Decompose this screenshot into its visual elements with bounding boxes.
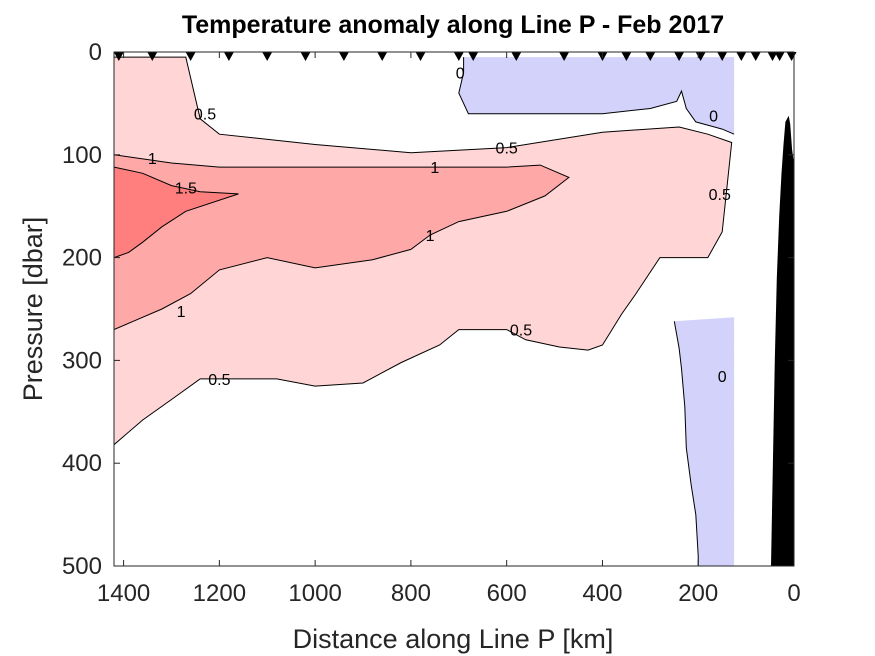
contour-line-0-top — [458, 57, 735, 135]
station-marker-3 — [223, 52, 234, 61]
x-tick-label-7: 0 — [787, 580, 800, 607]
station-marker-9 — [453, 52, 464, 61]
fill-anomaly-0.5 — [114, 57, 732, 445]
contour-line-1.5 — [114, 166, 239, 259]
contour-label-7: 1 — [426, 228, 435, 245]
x-tick-label-5: 400 — [582, 580, 622, 607]
x-tick-label-3: 800 — [391, 580, 431, 607]
station-marker-20 — [750, 52, 761, 61]
station-marker-4 — [262, 52, 273, 61]
station-marker-8 — [415, 52, 426, 61]
station-marker-18 — [717, 52, 728, 61]
station-marker-12 — [559, 52, 570, 61]
station-marker-6 — [338, 52, 349, 61]
y-tick-label-3: 300 — [62, 347, 102, 374]
y-axis-label: Pressure [dbar] — [18, 217, 48, 402]
station-marker-14 — [621, 52, 632, 61]
station-marker-7 — [377, 52, 388, 61]
fill-anomaly-1 — [114, 154, 569, 330]
station-marker-16 — [674, 52, 685, 61]
contour-label-5: 1 — [148, 151, 157, 168]
contour-label-6: 1 — [430, 160, 439, 177]
fill-anomaly-1.5 — [114, 167, 239, 258]
contour-line-0.5 — [114, 56, 733, 446]
station-marker-11 — [511, 52, 522, 61]
contour-lines — [114, 56, 735, 566]
x-tick-label-1: 1200 — [193, 580, 246, 607]
contour-label-4: 0.5 — [709, 187, 731, 204]
contour-label-8: 1 — [177, 304, 186, 321]
contour-label-1: 0.5 — [496, 141, 518, 158]
x-axis-label: Distance along Line P [km] — [293, 624, 614, 654]
station-marker-10 — [468, 52, 479, 61]
fill-negative-bottom — [674, 317, 735, 566]
y-tick-label-0: 0 — [89, 39, 102, 66]
contour-label-9: 1.5 — [175, 181, 197, 198]
contour-labels: 0.5 0.5 0.5 0.5 0.5 1 1 1 1 1.5 0 0 0 — [148, 66, 731, 389]
x-tick-label-6: 200 — [678, 580, 718, 607]
contour-label-11: 0 — [709, 109, 718, 126]
fill-negative-top — [458, 57, 735, 135]
station-marker-5 — [300, 52, 311, 61]
station-marker-19 — [736, 52, 747, 61]
y-tick-label-5: 500 — [62, 553, 102, 580]
x-tick-label-4: 600 — [487, 580, 527, 607]
station-marker-21 — [767, 52, 778, 61]
station-marker-2 — [185, 52, 196, 61]
station-marker-0 — [113, 52, 124, 61]
contour-line-1 — [114, 154, 570, 331]
chart-title: Temperature anomaly along Line P - Feb 2… — [182, 11, 724, 39]
contour-label-2: 0.5 — [208, 372, 230, 389]
contour-label-12: 0 — [718, 369, 727, 386]
contour-line-0-bottom — [673, 321, 699, 566]
contour-label-0: 0.5 — [194, 107, 216, 124]
x-tick-label-0: 1400 — [97, 580, 150, 607]
plot-frame — [113, 51, 795, 567]
land-mask — [771, 115, 794, 566]
y-tick-label-1: 100 — [62, 142, 102, 169]
contour-fills — [114, 57, 794, 566]
contour-label-3: 0.5 — [510, 323, 532, 340]
station-marker-1 — [147, 52, 158, 61]
x-tick-label-2: 1000 — [288, 580, 341, 607]
y-tick-label-2: 200 — [62, 245, 102, 272]
station-marker-23 — [786, 52, 797, 61]
station-marker-22 — [774, 52, 785, 61]
axes: 1400 1200 1000 800 600 400 200 0010020030040050… — [62, 39, 801, 607]
y-tick-label-4: 400 — [62, 450, 102, 477]
station-marker-15 — [645, 52, 656, 61]
contour-label-10: 0 — [456, 66, 465, 83]
